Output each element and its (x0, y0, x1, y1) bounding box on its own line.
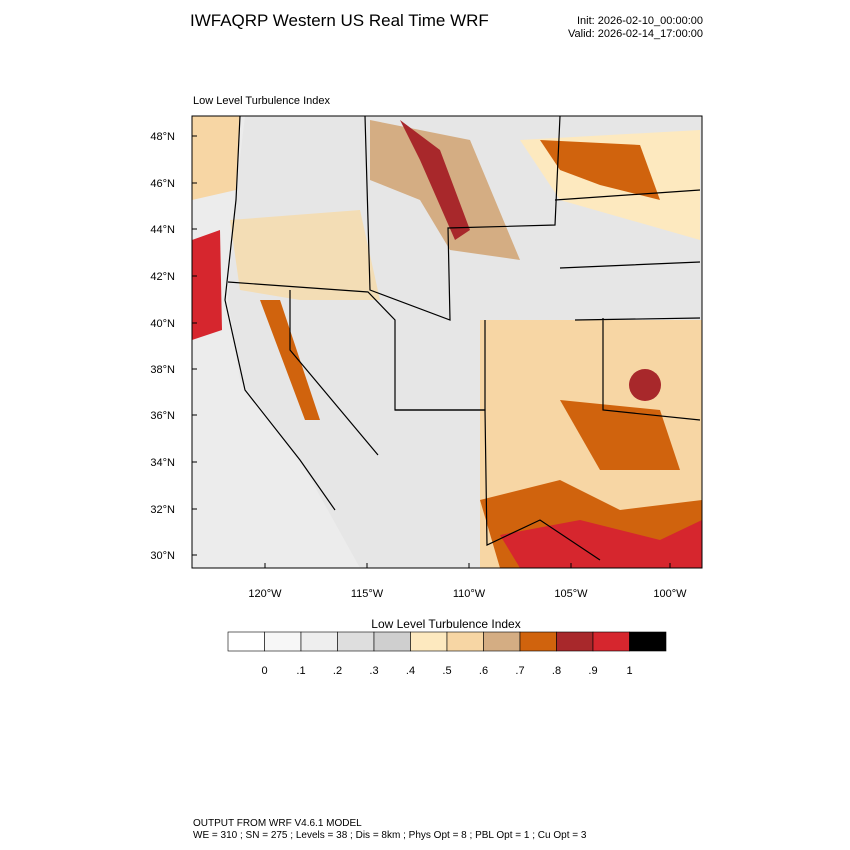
colorbar-box (446, 631, 484, 652)
colorbar-label: .6 (479, 665, 488, 677)
lon-label: 110°W (453, 588, 486, 600)
colorbar-title: Low Level Turbulence Index (371, 617, 520, 631)
lat-label: 44°N (150, 224, 175, 236)
colorbar-box (373, 631, 411, 652)
colorbar-label: .2 (333, 665, 342, 677)
colorbar-box (227, 631, 265, 652)
lon-label: 100°W (653, 588, 687, 600)
colorbar-label: 0 (261, 665, 267, 677)
lat-label: 38°N (150, 364, 175, 376)
footer-line: WE = 310 ; SN = 275 ; Levels = 38 ; Dis … (193, 830, 587, 841)
footer-line: OUTPUT FROM WRF V4.6.1 MODEL (193, 818, 362, 829)
colorbar-box (300, 631, 338, 652)
colorbar-box (519, 631, 557, 652)
lat-label: 32°N (150, 504, 175, 516)
colorbar-box (592, 631, 630, 652)
lat-label: 30°N (150, 550, 175, 562)
valid-time: Valid: 2026-02-14_17:00:00 (568, 28, 703, 40)
colorbar-label: .3 (369, 665, 378, 677)
colorbar-box (629, 631, 667, 652)
lat-label: 36°N (150, 410, 175, 422)
lat-label: 40°N (150, 318, 175, 330)
lat-label: 46°N (150, 178, 175, 190)
colorbar-label: .5 (442, 665, 451, 677)
colorbar-label: .1 (296, 665, 305, 677)
map-label: Low Level Turbulence Index (193, 95, 330, 107)
colorbar-box (410, 631, 448, 652)
lat-label: 48°N (150, 131, 175, 143)
colorbar-box (337, 631, 375, 652)
colorbar-box (556, 631, 594, 652)
colorbar-label: .4 (406, 665, 415, 677)
lat-label: 34°N (150, 457, 175, 469)
colorbar-box (483, 631, 521, 652)
lon-label: 105°W (554, 588, 588, 600)
colorbar-label: .9 (588, 665, 597, 677)
colorbar-label: 1 (626, 665, 632, 677)
title: IWFAQRP Western US Real Time WRF (190, 11, 489, 30)
lon-label: 120°W (248, 588, 282, 600)
colorbar-label: .8 (552, 665, 561, 677)
init-time: Init: 2026-02-10_00:00:00 (577, 15, 703, 27)
map (191, 115, 703, 569)
lon-label: 115°W (351, 588, 384, 600)
lat-label: 42°N (150, 271, 175, 283)
colorbar-box (264, 631, 302, 652)
colorbar-label: .7 (515, 665, 524, 677)
colorbar: 0 .1 .2 .3 .4 .5 .6 .7 .8 .9 1 (227, 631, 667, 677)
